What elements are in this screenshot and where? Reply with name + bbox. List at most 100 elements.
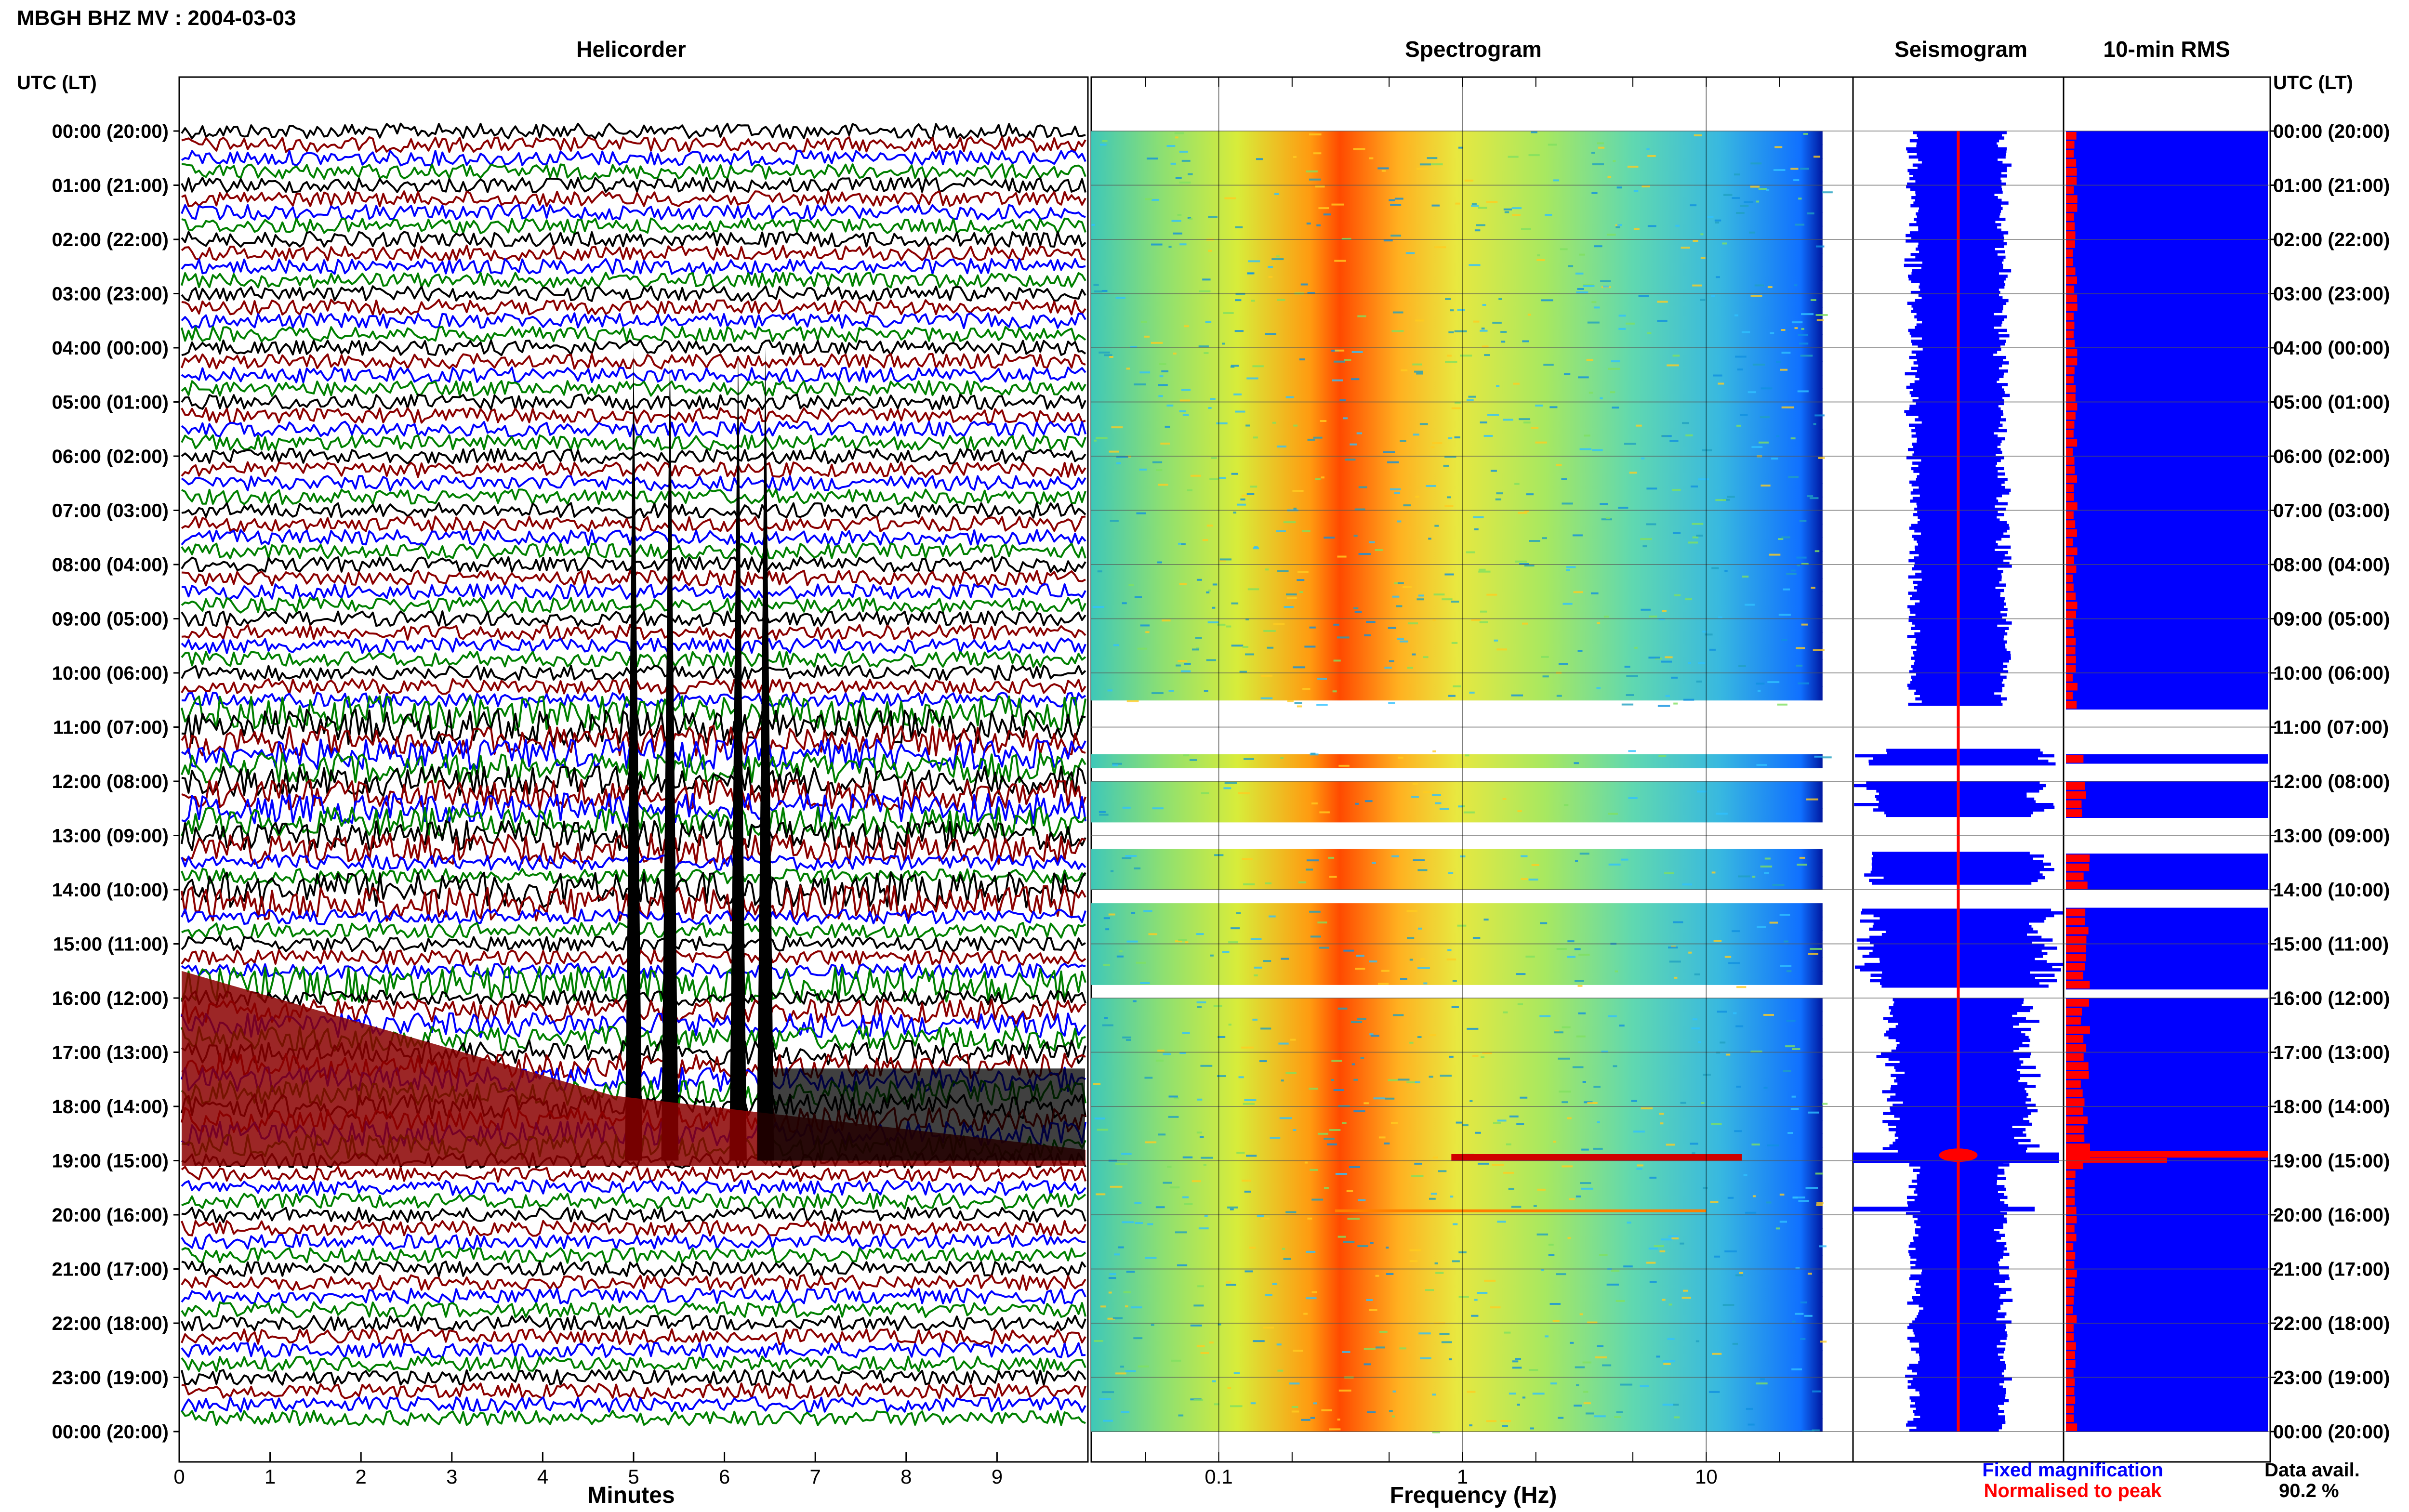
spectrogram-speckle [1407, 667, 1413, 669]
seismogram-band [1887, 751, 2043, 755]
seismogram-band [1908, 575, 2002, 579]
rms-bar-fixed [2066, 926, 2268, 935]
seismogram-band [1870, 973, 2055, 977]
spectrogram-speckle [1593, 306, 1600, 309]
rms-bar-fixed [2066, 637, 2268, 646]
spectrogram-speckle [1169, 1186, 1180, 1189]
seismogram-band [1918, 136, 2005, 140]
rms-bar-fixed [2066, 302, 2268, 312]
helicorder-trace [181, 122, 1086, 140]
spectrogram-speckle [1772, 884, 1785, 886]
seismogram-band [1919, 486, 2005, 489]
spectrogram-speckle [1541, 656, 1549, 658]
rms-bar-normalised [2066, 791, 2086, 799]
spectrogram-speckle [1587, 1321, 1598, 1324]
spectrogram-speckle [1245, 424, 1250, 427]
seismogram-band [1918, 242, 2007, 246]
rms-bar-fixed [2066, 239, 2268, 249]
spectrogram-speckle [1418, 927, 1422, 930]
spectrogram-speckle [1532, 1393, 1545, 1395]
spectrogram-row [1091, 442, 1823, 457]
spectrogram-speckle [1690, 204, 1697, 207]
seismogram-band [1914, 507, 2006, 511]
seismogram-band [1915, 624, 1998, 628]
spectrogram-speckle [1752, 363, 1765, 366]
spectrogram-speckle [1226, 625, 1231, 628]
spectrogram-speckle [1291, 1406, 1298, 1408]
spectrogram-row [1091, 497, 1823, 511]
seismogram-band [1907, 1380, 2004, 1383]
rms-bar-fixed [2066, 1377, 2268, 1387]
spectrogram-speckle [1657, 319, 1668, 322]
helicorder-trace [181, 1179, 1086, 1196]
spectrogram-speckle [1575, 1366, 1585, 1368]
rms-bar-normalised [2066, 276, 2077, 284]
spectrogram-speckle [1455, 202, 1460, 205]
spectrogram-speckle [1700, 233, 1704, 236]
spectrogram-speckle [1450, 1196, 1454, 1198]
spectrogram-speckle [1166, 145, 1176, 147]
spectrogram-speckle [1769, 553, 1781, 556]
spectrogram-speckle [1807, 1273, 1812, 1275]
spectrogram-speckle [1392, 595, 1400, 598]
spectrogram-speckle [1439, 1333, 1450, 1335]
spectrogram-speckle [1132, 1000, 1137, 1002]
spectrogram-speckle [1197, 1285, 1204, 1288]
spectrogram-speckle [1353, 607, 1359, 609]
spectrogram-speckle [1800, 168, 1809, 170]
rms-bar-normalised [2066, 1369, 2074, 1377]
spectrogram-speckle [1177, 214, 1182, 216]
rms-bar-normalised [2066, 412, 2076, 420]
helicorder-tick-label: 9 [992, 1465, 1003, 1488]
spectrogram-speckle [1363, 1348, 1376, 1350]
spectrogram-speckle [1102, 1024, 1113, 1026]
spectrogram-speckle [1500, 331, 1507, 333]
spectrogram-speckle [1757, 926, 1766, 928]
spectrogram-speckle [1097, 570, 1102, 573]
rms-bar-fixed [2066, 375, 2268, 384]
spectrogram-speckle [1285, 1211, 1297, 1213]
spectrogram-speckle [1685, 598, 1692, 601]
spectrogram-speckle [1375, 549, 1383, 552]
seismogram-band [1873, 914, 2054, 918]
spectrogram-speckle [1798, 1200, 1809, 1202]
spectrogram-speckle [1815, 1172, 1824, 1175]
spectrogram-speckle [1280, 757, 1284, 759]
spectrogram-speckle [1251, 300, 1255, 302]
spectrogram-speckle [1363, 1363, 1371, 1366]
seismogram-band [1913, 1331, 2007, 1335]
spectrogram-speckle [1723, 194, 1733, 196]
rms-bar-normalised [2066, 529, 2077, 537]
rms-bar-fixed [2066, 1043, 2268, 1053]
rms-bar-normalised [2066, 1017, 2081, 1025]
spectrogram-speckle [1606, 234, 1616, 236]
spectrogram-speckle [1456, 1121, 1462, 1124]
spectrogram-speckle [1698, 478, 1709, 481]
spectrogram-speckle [1788, 476, 1799, 478]
seismogram-band [1882, 1120, 2030, 1123]
spectrogram-speckle [1629, 472, 1637, 474]
spectrogram-xlabel: Frequency (Hz) [1390, 1483, 1557, 1508]
spectrogram-speckle [1567, 940, 1575, 943]
spectrogram-speckle [1277, 1369, 1284, 1372]
spectrogram-speckle [1790, 168, 1799, 170]
seismogram-band [1906, 385, 2002, 389]
spectrogram-speckle [1358, 486, 1367, 488]
spectrogram-speckle [1230, 366, 1235, 368]
spectrogram-speckle [1125, 1305, 1128, 1308]
spectrogram-speckle [1469, 264, 1481, 266]
spectrogram-speckle [1337, 1236, 1346, 1238]
seismogram-band [1912, 442, 2001, 446]
spectrogram-speckle [1614, 1416, 1621, 1418]
spectrogram-speckle [1572, 534, 1583, 537]
spectrogram-speckle [1138, 1365, 1149, 1367]
spectrogram-speckle [1478, 570, 1491, 573]
spectrogram-speckle [1646, 1262, 1656, 1264]
spectrogram-speckle [1391, 855, 1399, 857]
spectrogram-speckle [1217, 623, 1226, 626]
spectrogram-speckle [1495, 498, 1501, 500]
spectrogram-speckle [1760, 416, 1770, 419]
spectrogram-speckle [1405, 252, 1415, 254]
seismogram-band [1920, 1415, 2005, 1419]
spectrogram-speckle [1522, 622, 1528, 625]
